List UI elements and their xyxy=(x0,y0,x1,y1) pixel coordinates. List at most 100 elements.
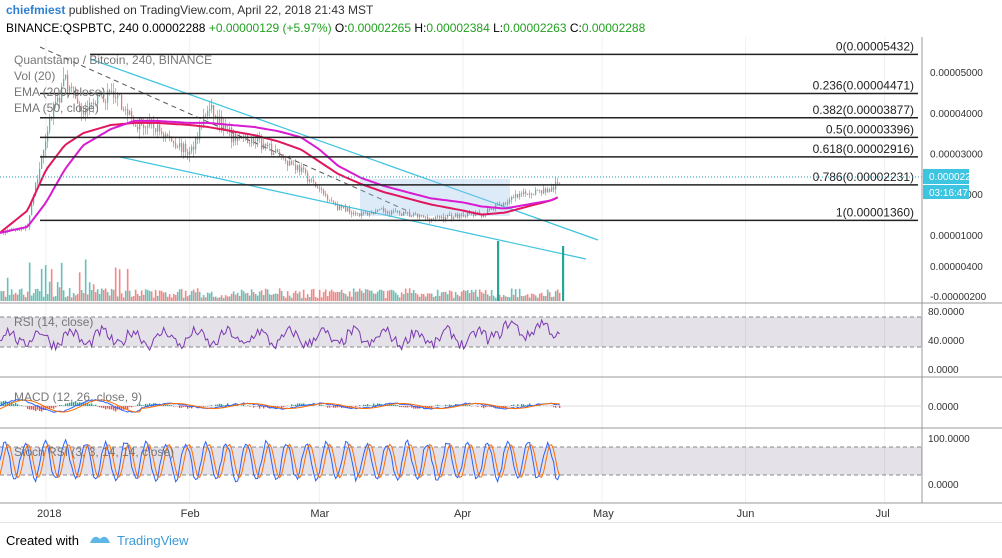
volume-bar xyxy=(135,290,137,301)
candle-body xyxy=(177,147,178,148)
volume-bar xyxy=(257,296,259,301)
author-link[interactable]: chiefmiest xyxy=(6,3,65,17)
candle-body xyxy=(213,105,214,118)
volume-bar xyxy=(429,293,431,301)
volume-bar xyxy=(349,291,351,301)
volume-bar xyxy=(29,263,31,301)
volume-bar xyxy=(453,298,455,301)
volume-bar xyxy=(157,296,159,301)
last-price: 0.00002288 xyxy=(142,21,205,35)
volume-bar xyxy=(83,293,85,301)
volume-bar xyxy=(341,290,343,301)
candle-body xyxy=(533,194,534,195)
candle-body xyxy=(179,143,180,147)
macd-histogram-bar xyxy=(217,404,218,406)
volume-bar xyxy=(295,291,297,301)
volume-bar xyxy=(493,296,495,301)
volume-bar xyxy=(123,297,125,301)
candle-body xyxy=(237,138,238,141)
candle-body xyxy=(395,211,396,212)
macd-histogram-bar xyxy=(477,406,478,407)
volume-bar xyxy=(125,291,127,301)
volume-bar xyxy=(489,296,491,301)
macd-histogram-bar xyxy=(487,406,488,407)
candle-body xyxy=(147,126,148,128)
volume-bar xyxy=(191,291,193,301)
candle-body xyxy=(229,128,230,130)
candle-body xyxy=(211,105,212,109)
volume-bar xyxy=(77,294,79,301)
macd-histogram-bar xyxy=(97,406,98,407)
macd-histogram-bar xyxy=(403,406,404,407)
volume-bar xyxy=(393,291,395,301)
candle-body xyxy=(195,138,196,149)
macd-histogram-bar xyxy=(249,406,250,407)
macd-histogram-bar xyxy=(409,406,410,407)
candle-body xyxy=(297,165,298,170)
candle-body xyxy=(157,125,158,132)
macd-histogram-bar xyxy=(485,406,486,407)
tradingview-brand-link[interactable]: TradingView xyxy=(117,533,189,548)
candle-body xyxy=(321,189,322,190)
candle-body xyxy=(337,205,338,209)
volume-bar xyxy=(427,293,429,301)
candle-body xyxy=(299,165,300,171)
candle-body xyxy=(353,213,354,214)
volume-bar xyxy=(517,297,519,301)
candle-body xyxy=(449,215,450,216)
macd-histogram-bar xyxy=(93,405,94,406)
macd-histogram-bar xyxy=(27,406,28,409)
fib-level-label: 0.236(0.00004471) xyxy=(813,79,914,93)
macd-histogram-bar xyxy=(435,405,436,406)
candle-body xyxy=(45,142,46,150)
volume-bar xyxy=(43,297,45,301)
volume-bar xyxy=(365,289,367,301)
candle-body xyxy=(249,143,250,144)
volume-bar xyxy=(75,295,77,301)
volume-bar xyxy=(491,290,493,301)
candle-body xyxy=(359,213,360,216)
macd-histogram-bar xyxy=(371,405,372,406)
candle-body xyxy=(159,125,160,132)
volume-bar xyxy=(455,292,457,301)
volume-bar xyxy=(387,291,389,301)
candle-body xyxy=(439,216,440,218)
candle-body xyxy=(65,75,66,79)
candle-body xyxy=(113,91,114,97)
candle-body xyxy=(517,194,518,197)
volume-bar xyxy=(63,290,65,301)
volume-bar xyxy=(551,297,553,301)
volume-bar xyxy=(25,297,27,301)
candle-body xyxy=(287,161,288,166)
candle-body xyxy=(357,213,358,214)
candle-body xyxy=(31,204,32,216)
macd-histogram-bar xyxy=(329,406,330,408)
macd-histogram-bar xyxy=(359,405,360,406)
volume-bar xyxy=(391,290,393,301)
volume-bar xyxy=(193,290,195,301)
volume-spike xyxy=(497,241,499,301)
candle-body xyxy=(313,180,314,182)
volume-bar xyxy=(65,297,67,301)
macd-histogram-bar xyxy=(207,406,208,407)
candle-body xyxy=(355,213,356,214)
volume-bar xyxy=(333,292,335,301)
macd-histogram-bar xyxy=(295,405,296,406)
volume-bar xyxy=(249,296,251,301)
volume-bar xyxy=(557,289,559,301)
macd-histogram-bar xyxy=(431,406,432,408)
volume-bar xyxy=(481,292,483,301)
volume-bar xyxy=(367,289,369,301)
volume-bar xyxy=(417,294,419,301)
tradingview-logo-icon[interactable] xyxy=(88,531,112,552)
volume-bar xyxy=(119,269,121,301)
chart-area[interactable]: 0(0.00005432)0.236(0.00004471)0.382(0.00… xyxy=(0,37,1002,522)
volume-bar xyxy=(531,294,533,301)
candle-body xyxy=(183,144,184,152)
macd-histogram-bar xyxy=(399,406,400,407)
macd-histogram-bar xyxy=(61,405,62,406)
candle-body xyxy=(245,135,246,136)
candle-body xyxy=(497,205,498,206)
footer: Created with TradingView xyxy=(0,522,1002,558)
candle-body xyxy=(285,158,286,161)
